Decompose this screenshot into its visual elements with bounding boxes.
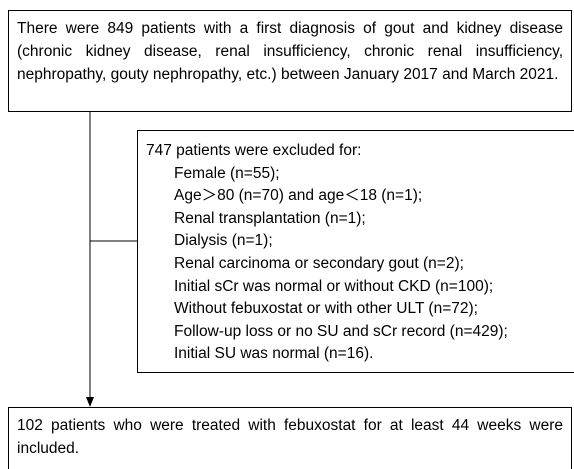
result-box: 102 patients who were treated with febux… — [8, 407, 572, 469]
exclusion-item: Follow-up loss or no SU and sCr record (… — [174, 322, 508, 340]
exclusion-list: Female (n=55); Age＞80 (n=70) and age＜18 (… — [146, 163, 566, 366]
exclusion-item: Dialysis (n=1); — [174, 232, 273, 250]
exclusion-box: 747 patients were excluded for: Female (… — [137, 130, 574, 373]
start-box: There were 849 patients with a first dia… — [8, 10, 572, 112]
exclusion-item: Age＞80 (n=70) and age＜18 (n=1); — [174, 187, 423, 205]
exclusion-title: 747 patients were excluded for: — [146, 142, 362, 159]
exclusion-item: Initial SU was normal (n=16). — [174, 345, 374, 363]
exclusion-item: Initial sCr was normal or without CKD (n… — [174, 277, 494, 295]
exclusion-item: Female (n=55); — [174, 164, 280, 182]
exclusion-item: Renal transplantation (n=1); — [174, 209, 366, 227]
exclusion-item: Without febuxostat or with other ULT (n=… — [174, 300, 478, 318]
exclusion-item: Renal carcinoma or secondary gout (n=2); — [174, 254, 464, 272]
arrow-head — [86, 397, 94, 407]
